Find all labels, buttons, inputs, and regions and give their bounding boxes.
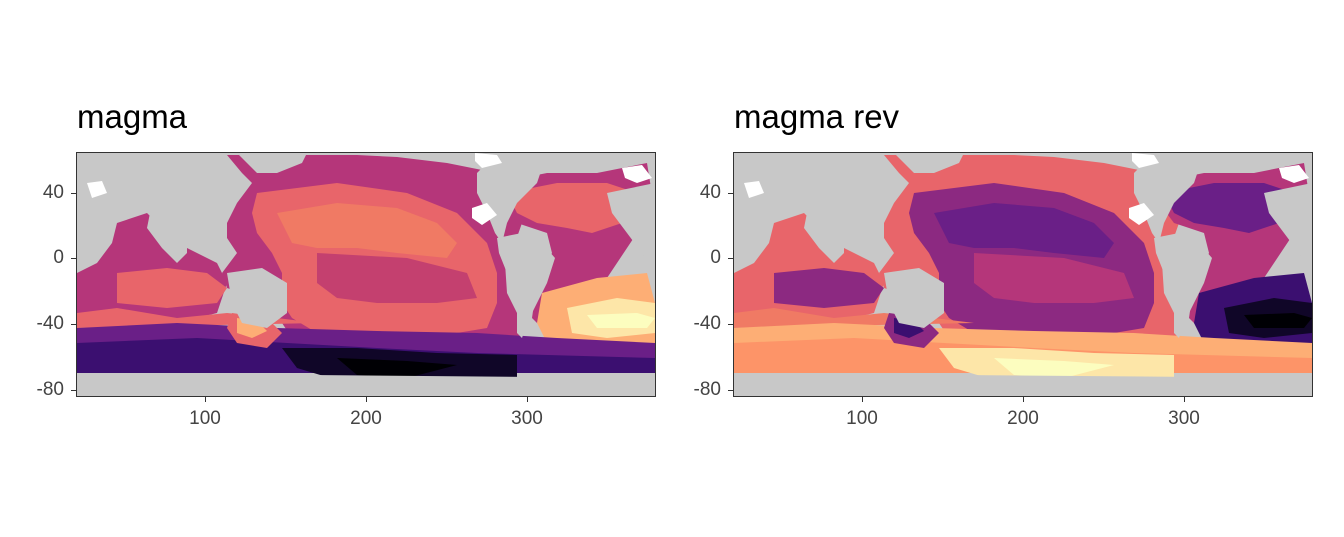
y-tick-label: -40 — [693, 313, 721, 334]
panel-title: magma rev — [734, 98, 900, 135]
y-tick-mark — [71, 324, 76, 325]
x-tick-label: 300 — [1168, 408, 1200, 429]
map-plot-area — [76, 152, 656, 397]
y-tick-label: 40 — [699, 182, 721, 203]
y-tick-mark — [728, 193, 733, 194]
y-tick-mark — [71, 193, 76, 194]
map-plot-area — [733, 152, 1313, 397]
panel-magma-rev: magma rev 40 0 -40 -80 — [672, 0, 1344, 537]
y-tick-label: 40 — [42, 182, 64, 203]
panel-title: magma — [77, 98, 188, 135]
ocean-map-magma — [77, 153, 655, 396]
y-tick-label: -80 — [693, 379, 721, 400]
x-tick-mark — [205, 397, 206, 402]
x-tick-label: 200 — [1007, 408, 1039, 429]
panel-magma: magma 40 0 -40 -80 — [36, 98, 656, 429]
y-tick-mark — [728, 258, 733, 259]
x-tick-mark — [527, 397, 528, 402]
y-tick-mark — [728, 390, 733, 391]
ocean-map-magma-rev — [734, 153, 1312, 396]
y-tick-label: -40 — [36, 313, 64, 334]
y-tick-label: -80 — [36, 379, 64, 400]
x-tick-label: 300 — [511, 408, 543, 429]
y-tick-mark — [71, 390, 76, 391]
y-tick-label: 0 — [53, 247, 64, 268]
x-tick-mark — [366, 397, 367, 402]
x-tick-label: 100 — [189, 408, 221, 429]
x-tick-label: 200 — [350, 408, 382, 429]
x-tick-mark — [1023, 397, 1024, 402]
y-tick-label: 0 — [710, 247, 721, 268]
x-tick-mark — [862, 397, 863, 402]
x-tick-mark — [1184, 397, 1185, 402]
y-tick-mark — [71, 258, 76, 259]
y-tick-mark — [728, 324, 733, 325]
x-tick-label: 100 — [846, 408, 878, 429]
